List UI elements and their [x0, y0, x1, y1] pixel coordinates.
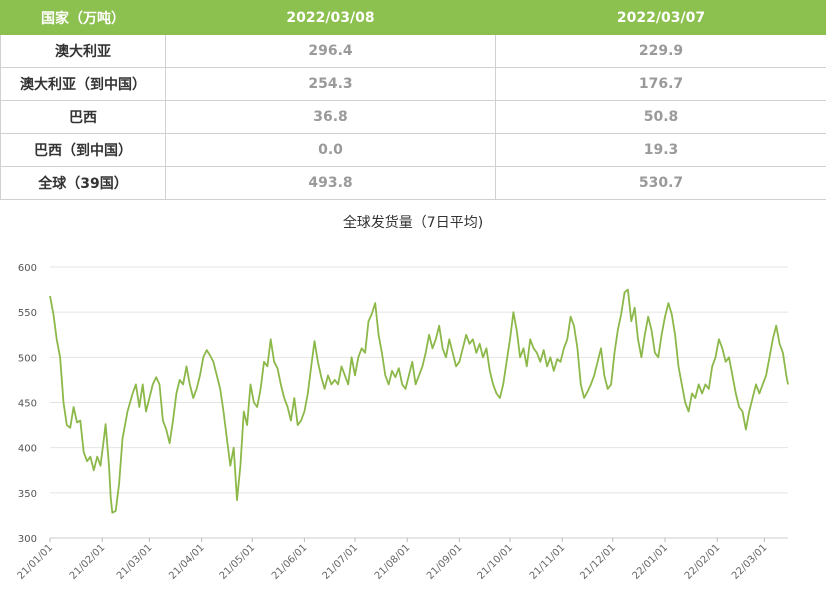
- y-tick-label: 350: [18, 489, 37, 500]
- row-value-date-2: 176.7: [495, 67, 826, 101]
- x-tick-label: 22/02/01: [683, 542, 723, 582]
- row-country: 澳大利亚（到中国）: [0, 67, 166, 101]
- y-tick-label: 400: [18, 444, 37, 455]
- header-date-1: 2022/03/08: [165, 0, 496, 35]
- table-row: 澳大利亚（到中国） 254.3 176.7: [0, 67, 826, 101]
- x-tick-label: 21/06/01: [270, 542, 310, 582]
- chart-container: 全球发货量（7日平均) 300 350 400 450 500 550 600 21/01/0…: [0, 198, 826, 595]
- x-tick-label: 21/05/01: [218, 542, 258, 582]
- x-tick-label: 21/10/01: [476, 542, 516, 582]
- x-tick-label: 21/02/01: [68, 542, 108, 582]
- table-row: 巴西 36.8 50.8: [0, 100, 826, 134]
- y-tick-label: 300: [18, 534, 37, 545]
- shipment-table: 国家（万吨） 2022/03/08 2022/03/07 澳大利亚 296.4 …: [0, 0, 826, 200]
- row-value-date-2: 530.7: [495, 166, 826, 200]
- y-tick-label: 600: [18, 263, 37, 274]
- header-date-2: 2022/03/07: [495, 0, 826, 35]
- row-value-date-1: 296.4: [165, 34, 496, 68]
- row-country: 巴西: [0, 100, 166, 134]
- row-country: 澳大利亚: [0, 34, 166, 68]
- x-tick-label: 21/08/01: [373, 542, 413, 582]
- row-value-date-2: 50.8: [495, 100, 826, 134]
- series-line: [49, 288, 789, 514]
- x-tick-label: 21/12/01: [578, 542, 618, 582]
- row-value-date-1: 0.0: [165, 133, 496, 167]
- row-value-date-2: 19.3: [495, 133, 826, 167]
- y-tick-label: 550: [18, 308, 37, 319]
- row-value-date-1: 254.3: [165, 67, 496, 101]
- x-tick-label: 21/07/01: [321, 542, 361, 582]
- table-row: 全球（39国） 493.8 530.7: [0, 166, 826, 200]
- x-tick-label: 21/03/01: [115, 542, 155, 582]
- header-country: 国家（万吨）: [0, 0, 166, 35]
- row-country: 巴西（到中国）: [0, 133, 166, 167]
- x-tick-label: 21/04/01: [167, 542, 207, 582]
- row-value-date-1: 493.8: [165, 166, 496, 200]
- row-country: 全球（39国）: [0, 166, 166, 200]
- chart-title: 全球发货量（7日平均): [342, 215, 484, 231]
- x-tick-label: 22/01/01: [631, 542, 671, 582]
- x-tick-label: 21/09/01: [425, 542, 465, 582]
- table-header-row: 国家（万吨） 2022/03/08 2022/03/07: [0, 0, 826, 35]
- y-tick-label: 450: [18, 399, 37, 410]
- x-tick-label: 22/03/01: [730, 542, 770, 582]
- x-tick-label: 21/11/01: [528, 542, 568, 582]
- y-tick-label: 500: [18, 353, 37, 364]
- table-row: 澳大利亚 296.4 229.9: [0, 34, 826, 68]
- x-tick-label: 21/01/01: [16, 542, 56, 582]
- table-row: 巴西（到中国） 0.0 19.3: [0, 133, 826, 167]
- row-value-date-2: 229.9: [495, 34, 826, 68]
- row-value-date-1: 36.8: [165, 100, 496, 134]
